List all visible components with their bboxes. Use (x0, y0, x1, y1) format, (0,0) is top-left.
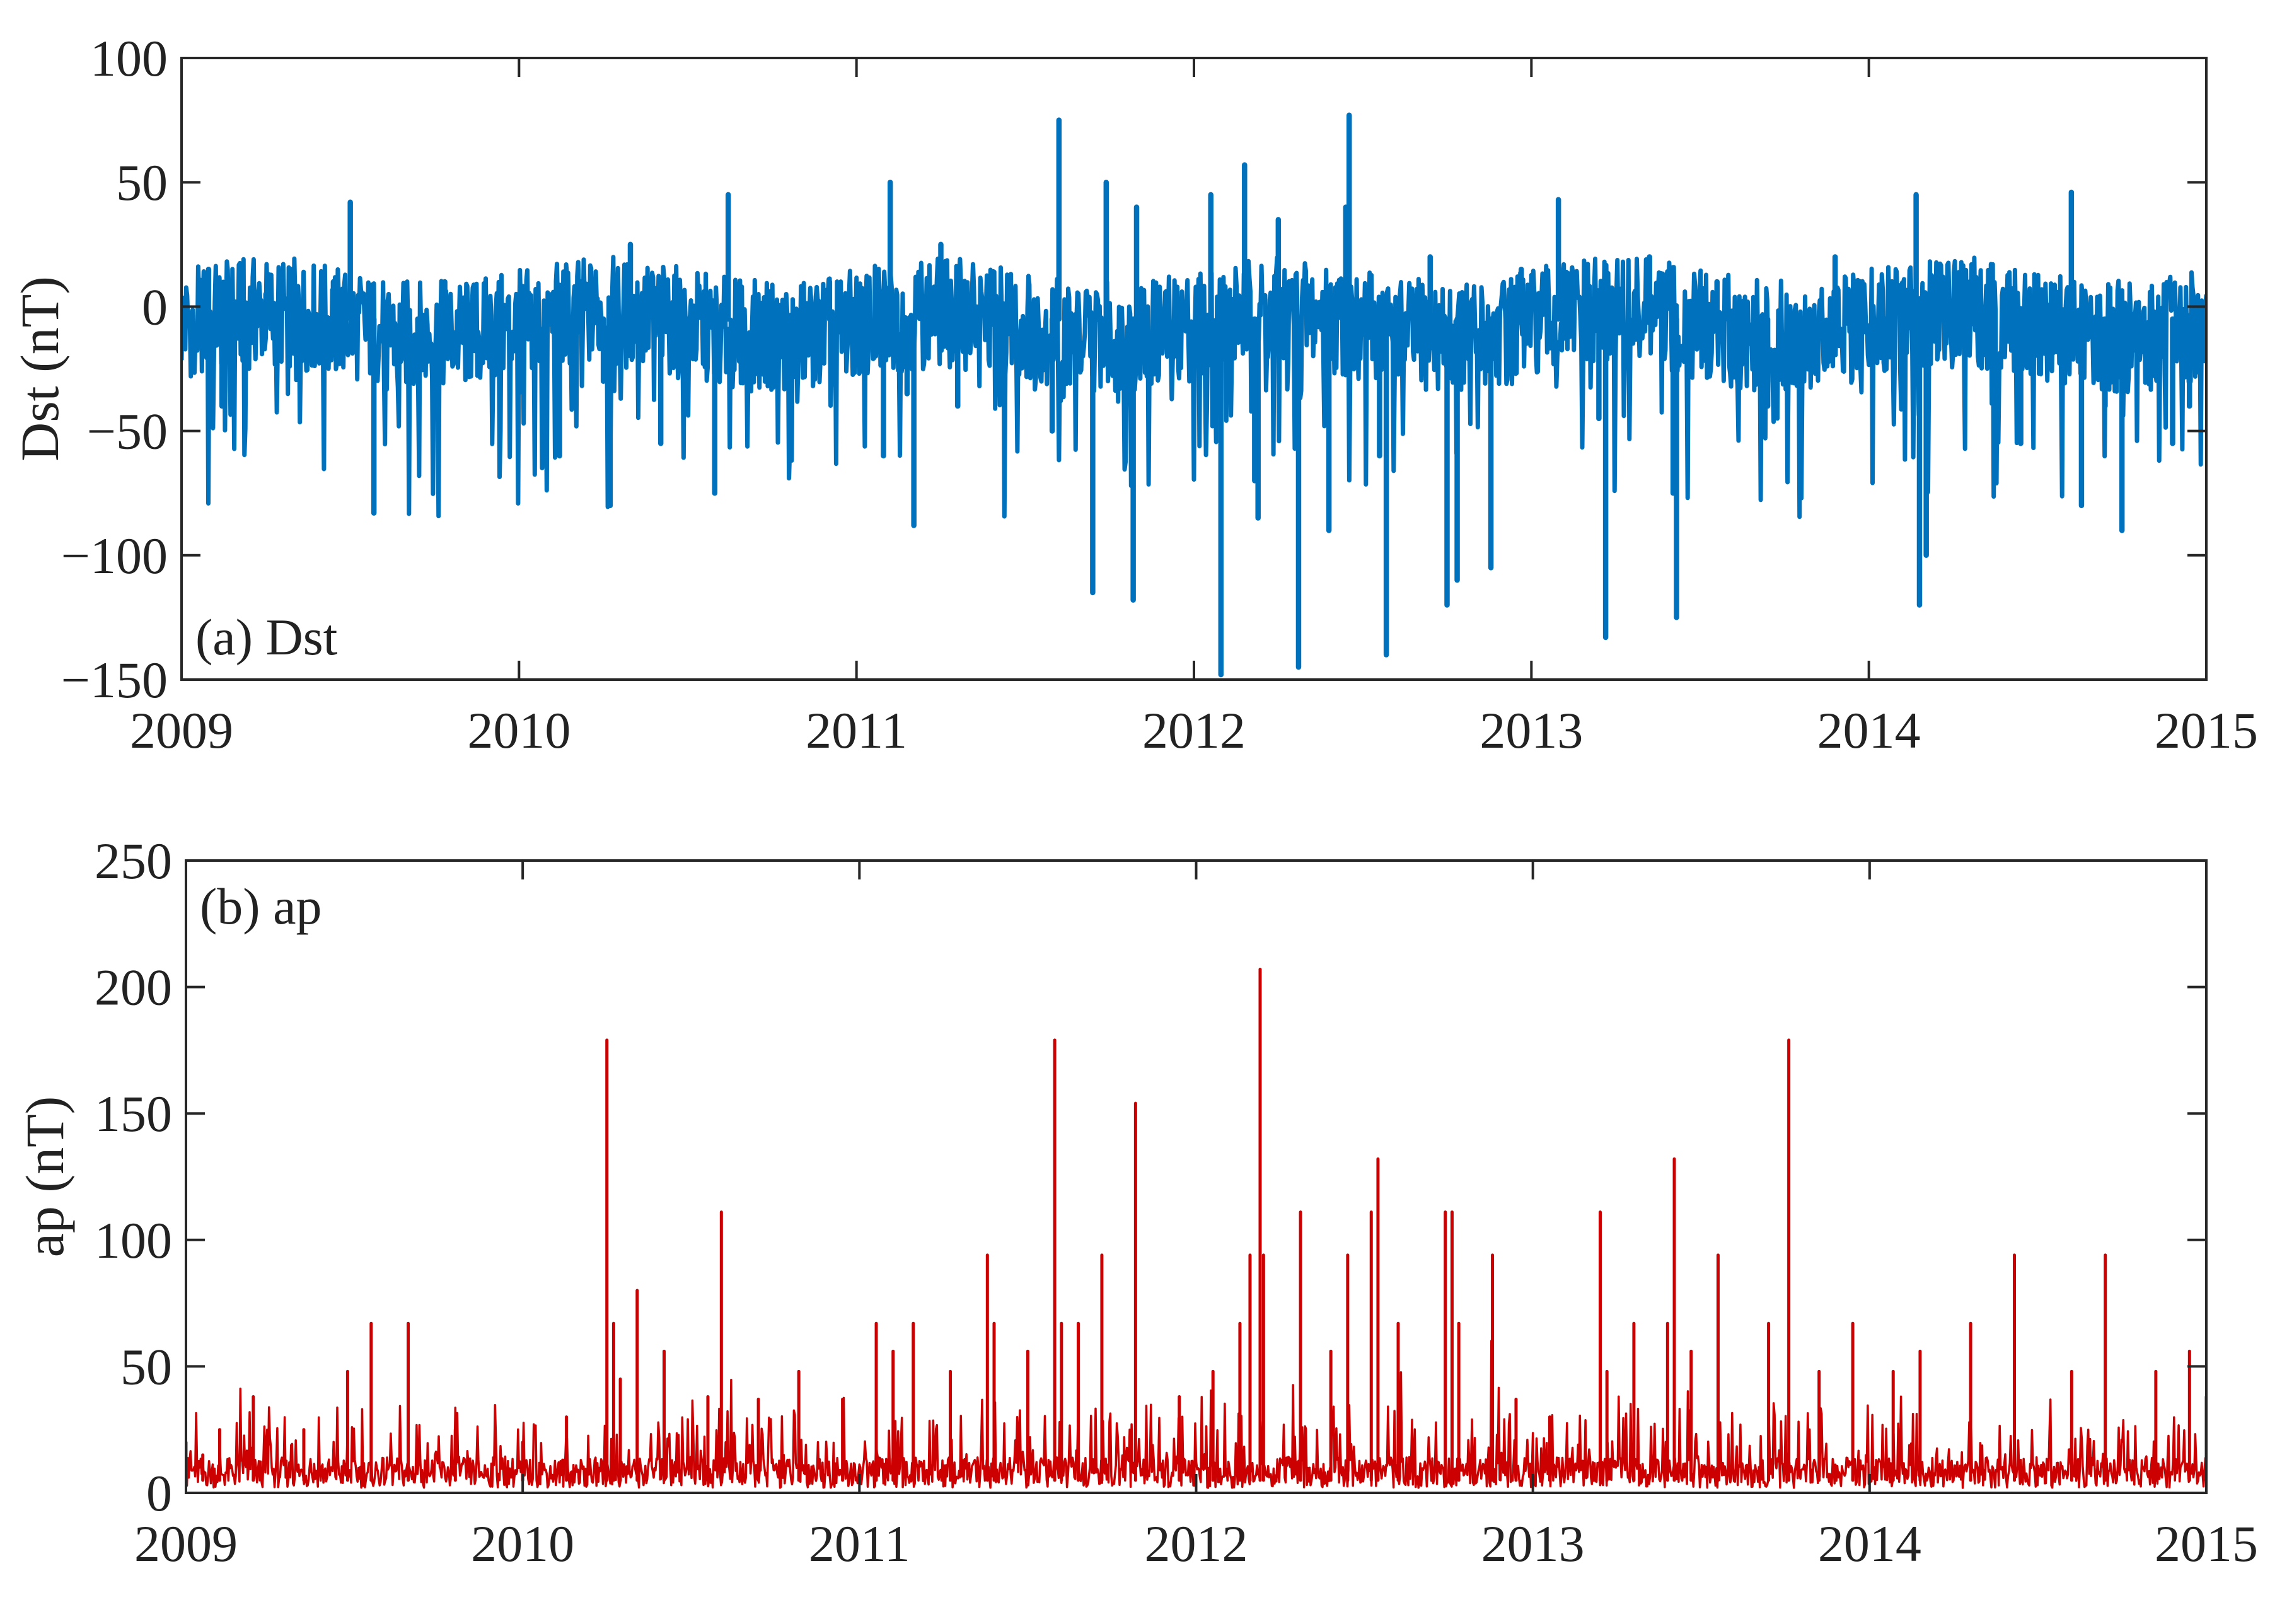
ap-y-tick-label: 200 (95, 959, 172, 1016)
ap-panel-label: (b) ap (200, 878, 322, 935)
ap-x-tick-label: 2009 (134, 1515, 238, 1572)
dst-y-tick-label: −50 (87, 403, 168, 460)
dst-y-tick-label: 0 (142, 278, 168, 335)
dst-y-tick-label: −150 (61, 651, 168, 709)
dst-y-tick-label: 100 (90, 30, 168, 87)
ap-x-tick-label: 2013 (1481, 1515, 1585, 1572)
dst-y-tick-label: 50 (116, 154, 168, 211)
ap-x-tick-label: 2015 (2155, 1515, 2258, 1572)
ap-y-tick-label: 0 (146, 1464, 172, 1522)
ap-panel: 2009 2010 2011 2012 2013 2014 2015 250 200 150 100… (14, 832, 2258, 1572)
ap-y-axis-title: ap (nT) (14, 1096, 75, 1257)
dst-plot-area (182, 112, 2206, 678)
dst-x-tick-label: 2015 (2155, 702, 2258, 759)
dst-x-tick-label: 2009 (130, 702, 233, 759)
ap-y-tick-label: 100 (95, 1212, 172, 1269)
ap-x-tick-label: 2012 (1145, 1515, 1248, 1572)
ap-y-tick-label: 50 (120, 1338, 172, 1395)
ap-x-tick-label: 2010 (471, 1515, 574, 1572)
dst-x-tick-label: 2013 (1480, 702, 1583, 759)
dst-x-tick-label: 2012 (1142, 702, 1246, 759)
dst-x-tick-label: 2010 (467, 702, 570, 759)
ap-y-tick-label: 150 (95, 1085, 172, 1142)
dst-series-line (182, 255, 2206, 519)
dst-x-tick-label: 2011 (806, 702, 907, 759)
dst-x-tick-label: 2014 (1817, 702, 1921, 759)
ap-x-tick-label: 2011 (809, 1515, 910, 1572)
ap-y-tick-label: 250 (95, 832, 172, 890)
dst-panel: 2009 2010 2011 2012 2013 2014 2015 100 50 0 −50 −10… (9, 30, 2258, 759)
ap-x-tick-label: 2014 (1818, 1515, 1921, 1572)
dst-panel-label: (a) Dst (195, 608, 338, 666)
dst-y-tick-label: −100 (61, 527, 168, 584)
dst-y-axis-title: Dst (nT) (9, 276, 70, 461)
